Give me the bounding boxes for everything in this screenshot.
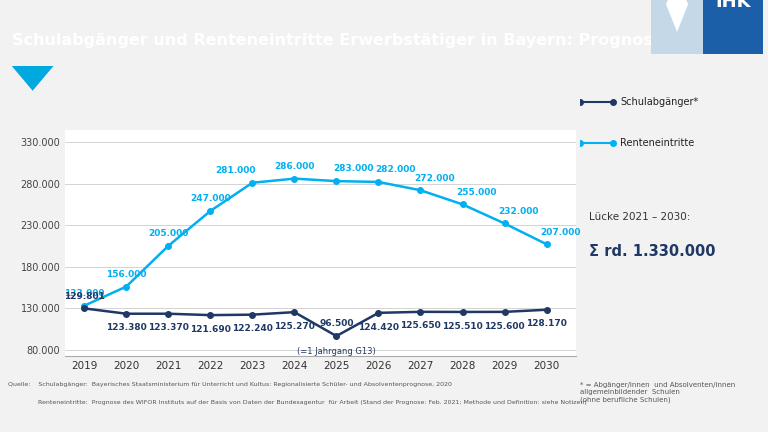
Text: * = Abgänger/innen  und Absolventen/innen
allgemeinbildender  Schulen
(ohne beru: * = Abgänger/innen und Absolventen/innen… [580, 382, 735, 403]
Text: Schulabgänger und Renteneintritte Erwerbstätiger in Bayern: Prognose: Schulabgänger und Renteneintritte Erwerb… [12, 33, 664, 48]
Text: 121.690: 121.690 [190, 325, 230, 334]
Text: 96.500: 96.500 [319, 319, 353, 328]
Text: Quelle:    Schulabgänger:  Bayerisches Staatsministerium für Unterricht und Kult: Quelle: Schulabgänger: Bayerisches Staat… [8, 382, 452, 388]
Text: 129.801: 129.801 [64, 292, 104, 301]
Text: IHK: IHK [715, 0, 751, 11]
Text: 156.000: 156.000 [106, 270, 147, 279]
Text: 133.000: 133.000 [64, 289, 104, 298]
FancyBboxPatch shape [703, 0, 763, 54]
Text: 128.170: 128.170 [526, 319, 567, 328]
Text: 282.000: 282.000 [375, 165, 415, 174]
Polygon shape [12, 66, 54, 91]
Text: 286.000: 286.000 [274, 162, 315, 171]
Text: Σ rd. 1.330.000: Σ rd. 1.330.000 [589, 245, 716, 259]
Text: 124.420: 124.420 [358, 323, 399, 331]
Text: 232.000: 232.000 [498, 207, 538, 216]
FancyBboxPatch shape [651, 0, 703, 54]
Text: Renteneintritte:  Prognose des WIFOR Instituts auf der Basis von Daten der Bunde: Renteneintritte: Prognose des WIFOR Inst… [8, 400, 587, 405]
Text: 272.000: 272.000 [414, 174, 455, 183]
Text: Renteneintritte: Renteneintritte [621, 137, 694, 148]
Text: 283.000: 283.000 [333, 165, 373, 173]
Text: 125.600: 125.600 [485, 321, 525, 330]
Text: 123.380: 123.380 [106, 324, 147, 332]
Text: (=1 Jahrgang G13): (=1 Jahrgang G13) [297, 347, 376, 356]
Text: 123.370: 123.370 [147, 324, 189, 332]
Text: 205.000: 205.000 [148, 229, 188, 238]
Text: 255.000: 255.000 [456, 187, 497, 197]
Text: 247.000: 247.000 [190, 194, 230, 203]
Text: 281.000: 281.000 [215, 166, 256, 175]
Text: 125.270: 125.270 [274, 322, 315, 331]
Polygon shape [666, 0, 688, 32]
Text: Lücke 2021 – 2030:: Lücke 2021 – 2030: [589, 212, 690, 222]
Text: Schulabgänger*: Schulabgänger* [621, 97, 699, 107]
Text: 122.240: 122.240 [232, 324, 273, 334]
Text: 125.510: 125.510 [442, 321, 483, 330]
Text: 125.650: 125.650 [400, 321, 441, 330]
Text: 207.000: 207.000 [540, 228, 581, 237]
